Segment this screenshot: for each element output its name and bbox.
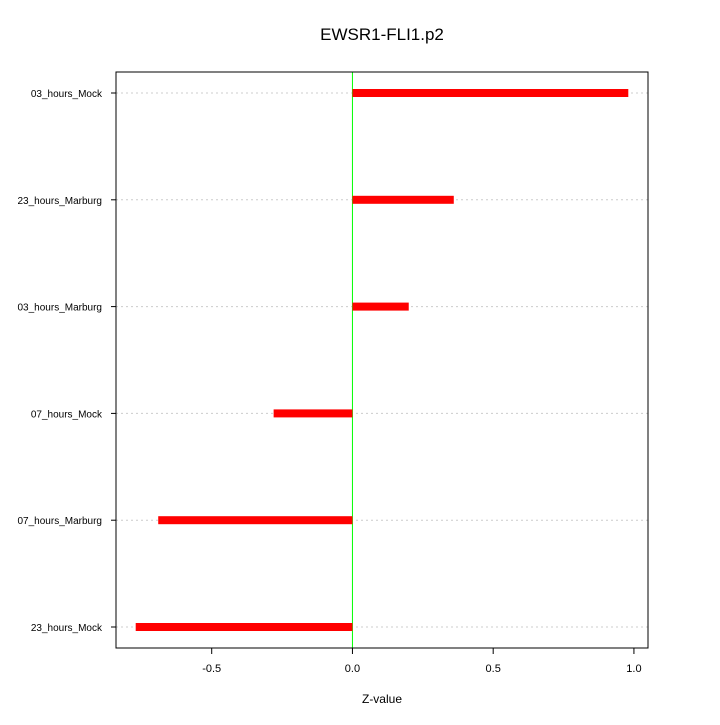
x-tick-label: 1.0 — [626, 663, 641, 675]
bar-03_hours_Mock — [352, 89, 629, 97]
bar-03_hours_Marburg — [352, 302, 409, 311]
y-tick-labels: 03_hours_Mock 23_hours_Marburg 03_hours_Ma… — [18, 89, 116, 634]
x-tick-label: 0.5 — [486, 663, 501, 675]
y-tick-label: 03_hours_Marburg — [18, 303, 103, 314]
bar-layer — [135, 89, 629, 631]
bar-07_hours_Marburg — [158, 516, 353, 525]
y-tick-label: 03_hours_Mock — [31, 89, 103, 100]
bar-23_hours_Marburg — [352, 195, 454, 204]
y-tick-label: 23_hours_Marburg — [18, 196, 103, 207]
bar-07_hours_Mock — [273, 409, 353, 418]
x-axis: -0.5 0.0 0.5 1.0 — [202, 648, 642, 675]
y-tick-label: 23_hours_Mock — [31, 623, 103, 634]
y-tick-label: 07_hours_Mock — [31, 409, 103, 420]
x-tick-label: -0.5 — [202, 663, 221, 675]
chart-title: EWSR1-FLI1.p2 — [320, 25, 444, 44]
x-tick-label: 0.0 — [345, 663, 360, 675]
x-axis-label: Z-value — [362, 692, 402, 706]
bar-23_hours_Mock — [135, 623, 353, 631]
grid-layer — [116, 92, 648, 628]
plot-frame — [115, 71, 649, 649]
y-tick-label: 07_hours_Marburg — [18, 516, 103, 527]
